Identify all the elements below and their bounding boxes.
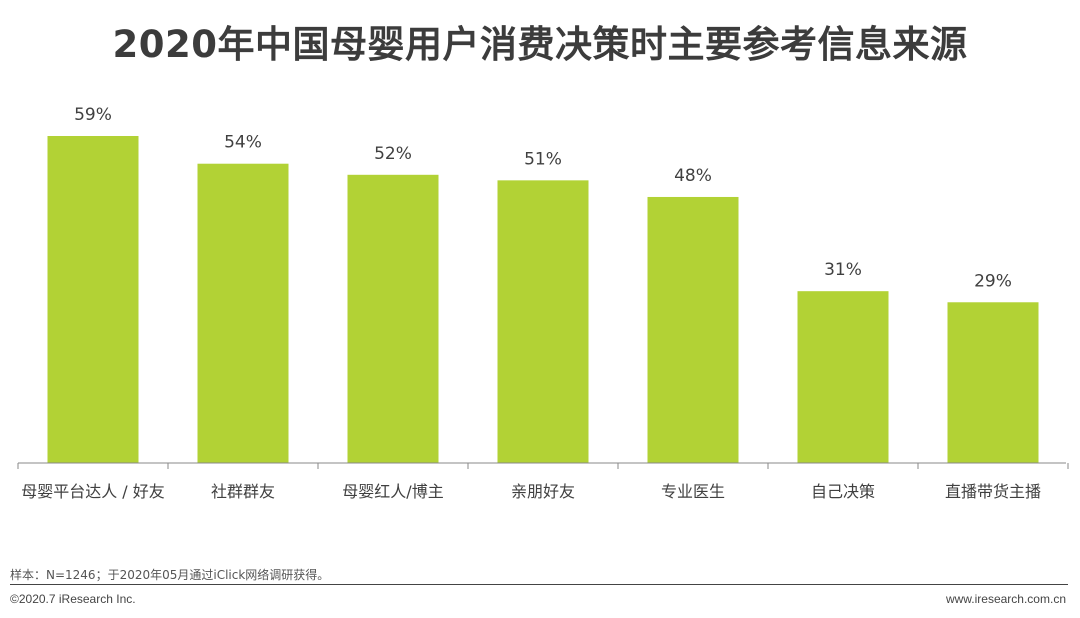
value-label-1: 59%	[74, 105, 112, 125]
category-label-1: 母婴平台达人 / 好友	[21, 482, 165, 501]
website-text: www.iresearch.com.cn	[945, 592, 1066, 606]
bar-1	[47, 136, 139, 463]
footer-divider	[10, 584, 1068, 585]
value-labels-group: 59% 54% 52% 51% 48% 31% 29%	[74, 105, 1012, 291]
value-label-4: 51%	[524, 149, 562, 169]
value-label-7: 29%	[974, 271, 1012, 291]
value-label-2: 54%	[224, 133, 262, 153]
value-label-5: 48%	[674, 166, 712, 186]
value-label-6: 31%	[824, 260, 862, 280]
bar-4	[497, 180, 589, 463]
x-axis-ticks	[17, 463, 1069, 469]
bar-2	[197, 163, 289, 464]
bar-7	[947, 302, 1039, 463]
bar-3	[347, 174, 439, 463]
category-label-6: 自己决策	[811, 482, 875, 501]
chart-title: 2020年中国母婴用户消费决策时主要参考信息来源	[112, 23, 968, 66]
category-label-3: 母婴红人/博主	[342, 482, 443, 501]
category-label-7: 直播带货主播	[945, 482, 1041, 501]
category-label-2: 社群群友	[211, 482, 275, 501]
bar-5	[647, 196, 739, 463]
bars-group	[47, 136, 1039, 464]
sample-note: 样本：N=1246；于2020年05月通过iClick网络调研获得。	[10, 568, 330, 582]
bar-6	[797, 291, 889, 463]
copyright-text: ©2020.7 iResearch Inc.	[10, 592, 136, 606]
value-label-3: 52%	[374, 144, 412, 164]
category-label-5: 专业医生	[661, 482, 725, 501]
category-label-4: 亲朋好友	[511, 482, 575, 501]
category-labels-group: 母婴平台达人 / 好友 社群群友 母婴红人/博主 亲朋好友 专业医生 自己决策 直播带货主播	[21, 482, 1041, 501]
